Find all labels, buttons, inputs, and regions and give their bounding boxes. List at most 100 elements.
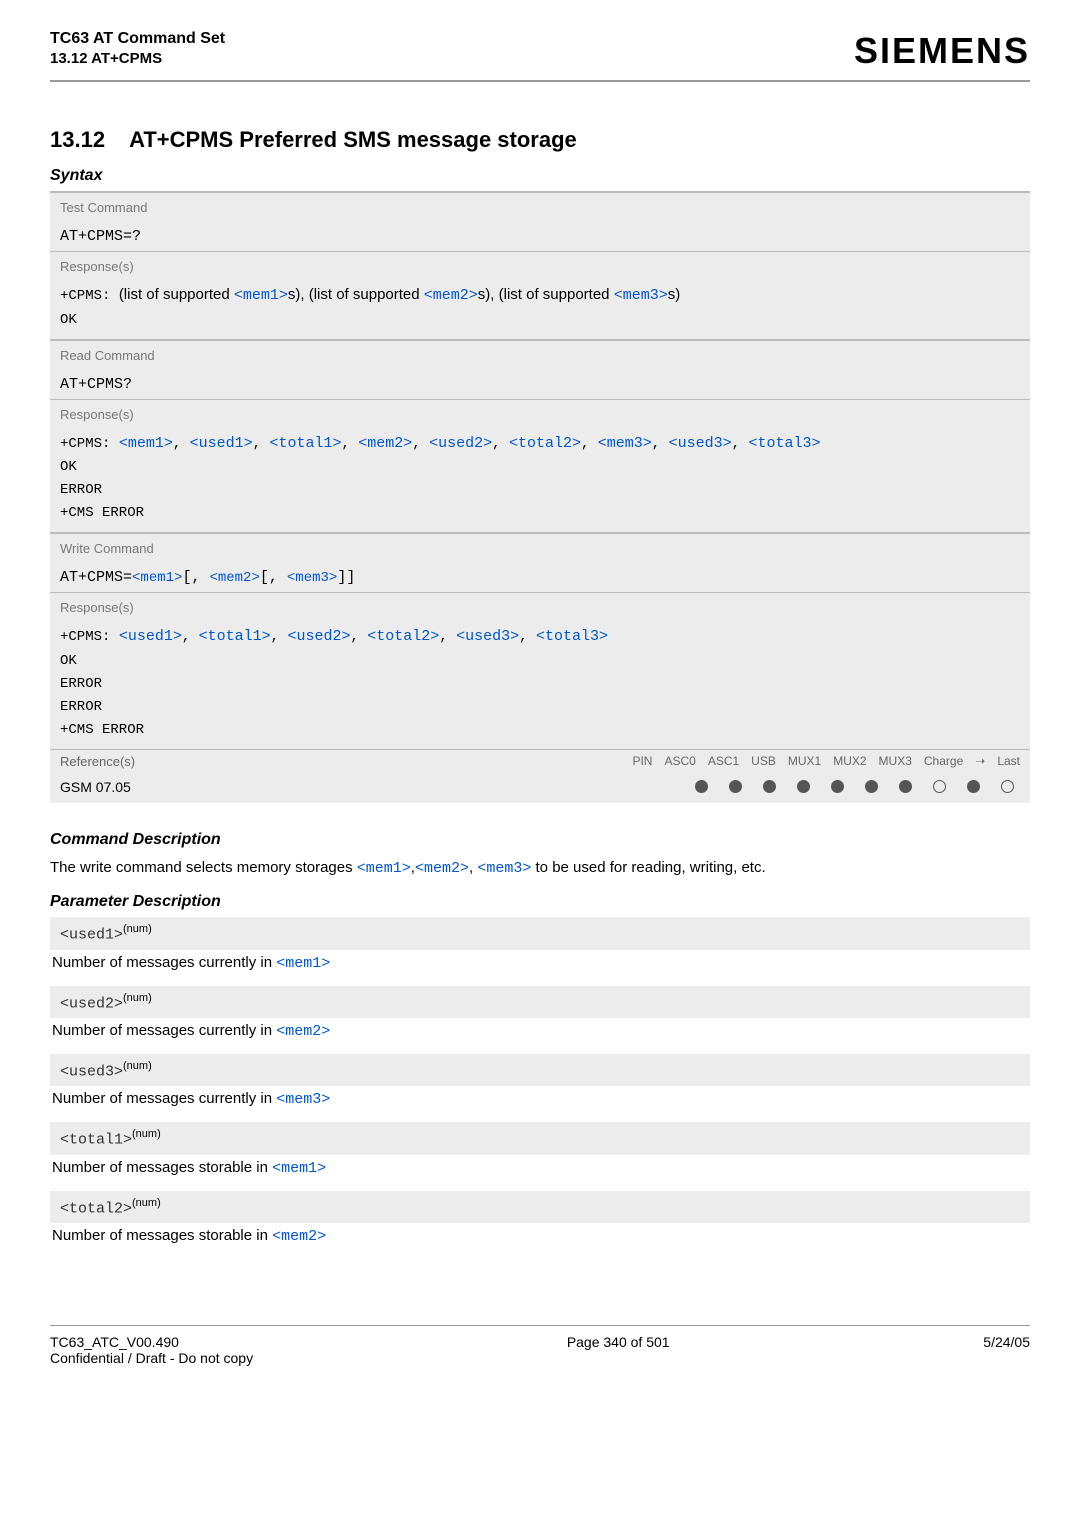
response-label-3: Response(s)	[60, 600, 134, 615]
param-total1-name: <total1>	[60, 1132, 132, 1149]
total3-link-2[interactable]: <total3>	[536, 628, 608, 645]
mem3-link-1[interactable]: <mem3>	[614, 287, 668, 304]
read-command: AT+CPMS?	[60, 376, 132, 393]
mem3-link-2[interactable]: <mem3>	[598, 435, 652, 452]
total1-link-1[interactable]: <total1>	[269, 435, 341, 452]
test-command-label: Test Command	[60, 200, 147, 215]
section-title-text: AT+CPMS Preferred SMS message storage	[129, 127, 577, 152]
mem3-link-5[interactable]: <mem3>	[276, 1091, 330, 1108]
test-resp-t1: (list of supported	[119, 286, 234, 303]
total2-link-1[interactable]: <total2>	[509, 435, 581, 452]
mem1-link-3[interactable]: <mem1>	[132, 570, 182, 586]
test-response-body: +CPMS: (list of supported <mem1>s), (lis…	[50, 280, 1030, 339]
param-used3-sup: (num)	[123, 1060, 152, 1072]
dot-asc0-icon	[729, 780, 742, 793]
cmddesc-t4: to be used for reading, writing, etc.	[531, 859, 765, 876]
dot-pin-icon	[695, 780, 708, 793]
ok-1: OK	[60, 312, 77, 328]
error-1: ERROR	[60, 482, 102, 498]
page-footer: TC63_ATC_V00.490 Confidential / Draft - …	[50, 1325, 1030, 1366]
footer-center: Page 340 of 501	[567, 1334, 670, 1366]
mem2-link-6[interactable]: <mem2>	[272, 1228, 326, 1245]
used2-link-2[interactable]: <used2>	[287, 628, 350, 645]
dot-mux1-icon	[831, 780, 844, 793]
read-command-row: AT+CPMS?	[50, 369, 1030, 399]
col-mux2: MUX2	[833, 754, 866, 768]
mem2-link-3[interactable]: <mem2>	[209, 570, 259, 586]
dot-last-icon	[1001, 780, 1014, 793]
param-used2: <used2>(num)	[50, 986, 1030, 1018]
param-total2-desc: Number of messages storable in <mem2>	[52, 1227, 1030, 1245]
test-command-row: AT+CPMS=?	[50, 221, 1030, 251]
mem1-link-1[interactable]: <mem1>	[234, 287, 288, 304]
mem1-link-4[interactable]: <mem1>	[357, 860, 411, 877]
used1-link-2[interactable]: <used1>	[119, 628, 182, 645]
param-total1-desc: Number of messages storable in <mem1>	[52, 1159, 1030, 1177]
mem1-link-6[interactable]: <mem1>	[272, 1160, 326, 1177]
section-number: 13.12	[50, 127, 105, 152]
section-heading: 13.12 AT+CPMS Preferred SMS message stora…	[50, 127, 1030, 153]
used3-link-1[interactable]: <used3>	[669, 435, 732, 452]
test-command: AT+CPMS=?	[60, 228, 141, 245]
footer-right: 5/24/05	[983, 1334, 1030, 1366]
parameter-description-label: Parameter Description	[50, 893, 1030, 911]
dot-mux2-icon	[865, 780, 878, 793]
param-total1-desc-a: Number of messages storable in	[52, 1159, 272, 1176]
param-used1-sup: (num)	[123, 923, 152, 935]
write-command-label: Write Command	[60, 541, 154, 556]
command-description-text: The write command selects memory storage…	[50, 857, 1030, 880]
cms-error-1: +CMS ERROR	[60, 505, 144, 521]
footer-left-block: TC63_ATC_V00.490 Confidential / Draft - …	[50, 1334, 253, 1366]
total2-link-2[interactable]: <total2>	[367, 628, 439, 645]
col-usb: USB	[751, 754, 776, 768]
col-last: Last	[997, 754, 1020, 768]
reference-label: Reference(s)	[60, 754, 135, 769]
response-label-1: Response(s)	[60, 259, 134, 274]
total3-link-1[interactable]: <total3>	[748, 435, 820, 452]
dot-mux3-icon	[899, 780, 912, 793]
syntax-label: Syntax	[50, 167, 1030, 185]
read-command-label-row: Read Command	[50, 339, 1030, 369]
dot-usb-icon	[797, 780, 810, 793]
mem1-link-2[interactable]: <mem1>	[119, 435, 173, 452]
mem1-link-5[interactable]: <mem1>	[276, 955, 330, 972]
mem2-link-2[interactable]: <mem2>	[358, 435, 412, 452]
write-command-label-row: Write Command	[50, 532, 1030, 562]
col-mux3: MUX3	[879, 754, 912, 768]
col-pin: PIN	[632, 754, 652, 768]
mem3-link-4[interactable]: <mem3>	[477, 860, 531, 877]
reference-header-row: Reference(s) PIN ASC0 ASC1 USB MUX1 MUX2…	[50, 749, 1030, 773]
read-resp-prefix: +CPMS:	[60, 436, 119, 452]
cmddesc-t1: The write command selects memory storage…	[50, 859, 357, 876]
param-used3: <used3>(num)	[50, 1054, 1030, 1086]
param-used1-desc-a: Number of messages currently in	[52, 954, 276, 971]
total1-link-2[interactable]: <total1>	[199, 628, 271, 645]
param-total1-sup: (num)	[132, 1128, 161, 1140]
command-description-label: Command Description	[50, 831, 1030, 849]
param-used2-desc-a: Number of messages currently in	[52, 1022, 276, 1039]
footer-left2: Confidential / Draft - Do not copy	[50, 1350, 253, 1366]
dot-charge-icon	[933, 780, 946, 793]
param-used3-desc-a: Number of messages currently in	[52, 1090, 276, 1107]
test-command-label-row: Test Command	[50, 191, 1030, 221]
reference-value-row: GSM 07.05	[50, 773, 1030, 803]
col-charge: Charge	[924, 754, 963, 768]
response-label-row-3: Response(s)	[50, 592, 1030, 621]
cms-error-2: +CMS ERROR	[60, 722, 144, 738]
param-total2-name: <total2>	[60, 1200, 132, 1217]
mem2-link-1[interactable]: <mem2>	[424, 287, 478, 304]
dot-plane-icon	[967, 780, 980, 793]
param-used1-name: <used1>	[60, 927, 123, 944]
mem2-link-4[interactable]: <mem2>	[415, 860, 469, 877]
mem2-link-5[interactable]: <mem2>	[276, 1023, 330, 1040]
used2-link-1[interactable]: <used2>	[429, 435, 492, 452]
response-label-row-1: Response(s)	[50, 251, 1030, 280]
col-plane-icon: ➝	[975, 754, 985, 768]
param-total2-desc-a: Number of messages storable in	[52, 1227, 272, 1244]
mem3-link-3[interactable]: <mem3>	[287, 570, 337, 586]
param-total1: <total1>(num)	[50, 1122, 1030, 1154]
write-command-row: AT+CPMS=<mem1>[, <mem2>[, <mem3>]]	[50, 562, 1030, 592]
used1-link-1[interactable]: <used1>	[190, 435, 253, 452]
response-label-2: Response(s)	[60, 407, 134, 422]
used3-link-2[interactable]: <used3>	[456, 628, 519, 645]
